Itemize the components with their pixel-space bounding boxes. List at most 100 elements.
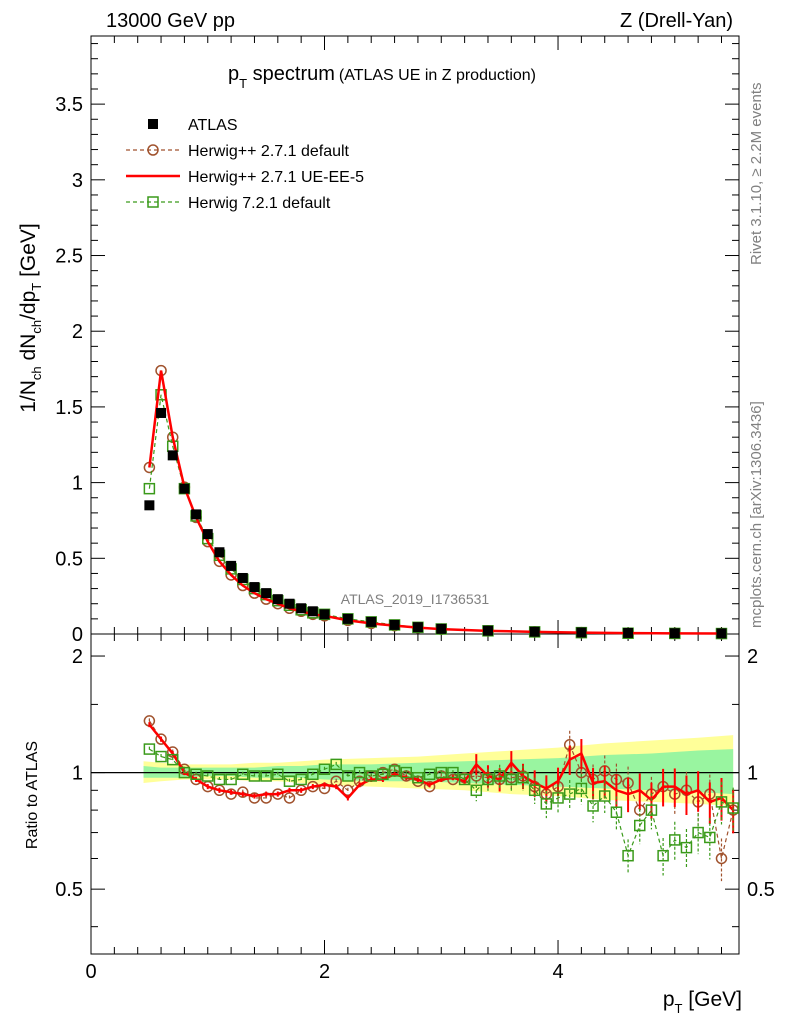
main-data-point bbox=[366, 616, 377, 627]
title-main: p bbox=[228, 63, 239, 85]
ratio-data-point bbox=[318, 763, 331, 776]
ratio-data-point bbox=[400, 766, 412, 779]
main-ytick-label: 3 bbox=[72, 170, 83, 192]
main-data-point bbox=[143, 482, 156, 495]
plot-title: pT spectrum (ATLAS UE in Z production) bbox=[228, 63, 536, 91]
ratio-data-point bbox=[272, 768, 284, 781]
ratio-data-point bbox=[213, 773, 226, 786]
ratio-data-point bbox=[610, 806, 623, 818]
legend: ATLAS Herwig++ 2.7.1 default Herwig++ 2.7.… bbox=[126, 117, 364, 212]
main-data-point bbox=[167, 450, 178, 461]
ratio-ytick-label-right: 1 bbox=[747, 763, 758, 785]
main-ytick-label: 3.5 bbox=[55, 94, 83, 116]
analysis-watermark: ATLAS_2019_I1736531 bbox=[341, 591, 490, 607]
ratio-data-point bbox=[166, 746, 179, 758]
ratio-data-point bbox=[155, 733, 167, 745]
ratio-xtick-label: 2 bbox=[319, 961, 330, 983]
legend-label: ATLAS bbox=[188, 117, 238, 134]
ratio-data-point bbox=[353, 766, 366, 779]
main-data-point bbox=[412, 622, 423, 633]
ratio-data-point bbox=[540, 798, 553, 810]
ratio-data-point bbox=[435, 766, 448, 779]
ratio-data-point bbox=[283, 775, 296, 787]
main-data-point bbox=[436, 623, 447, 634]
ratio-data-layer bbox=[143, 715, 739, 882]
main-ytick-label: 1.5 bbox=[55, 397, 83, 419]
ratio-axis-ticks: 0.5 0.5 1 1 2 2 0 2 4 bbox=[55, 634, 775, 983]
main-data-point bbox=[237, 572, 248, 583]
main-ytick-label: 0.5 bbox=[55, 548, 83, 570]
ratio-data-point bbox=[178, 766, 191, 779]
ratio-data-point bbox=[295, 773, 307, 786]
ratio-data-point bbox=[190, 768, 202, 781]
main-data-point bbox=[272, 594, 283, 605]
ratio-data-point bbox=[692, 826, 704, 839]
ratio-data-point bbox=[342, 770, 354, 782]
ratio-ytick-label: 1 bbox=[72, 763, 83, 785]
main-data-point bbox=[284, 598, 295, 609]
ratio-data-point bbox=[447, 766, 459, 779]
ratio-data-point bbox=[715, 852, 728, 865]
y-axis-label-main: 1/Nch dNch/dpT [GeV] bbox=[17, 223, 44, 413]
ratio-data-point bbox=[377, 768, 389, 781]
ratio-data-point bbox=[202, 770, 214, 782]
header-right: Z (Drell-Yan) bbox=[620, 10, 733, 32]
main-data-point bbox=[214, 547, 225, 558]
main-data-point bbox=[144, 500, 155, 511]
main-data-point bbox=[202, 529, 213, 540]
ratio-data-point bbox=[575, 782, 588, 795]
title-main-rest: spectrum bbox=[247, 63, 335, 85]
main-data-point bbox=[296, 603, 307, 614]
ratio-data-point bbox=[225, 773, 237, 786]
main-data-point bbox=[342, 613, 353, 624]
ratio-data-point bbox=[237, 768, 249, 781]
ratio-data-point bbox=[704, 831, 716, 844]
mcplots-label: mcplots.cern.ch [arXiv:1306.3436] bbox=[748, 401, 765, 628]
main-ytick-label: 2 bbox=[72, 321, 83, 343]
main-data-point bbox=[249, 582, 260, 593]
ratio-data-point bbox=[470, 784, 483, 797]
ratio-data-point bbox=[342, 784, 354, 797]
ratio-data-point bbox=[307, 768, 319, 781]
ratio-data-point bbox=[412, 771, 424, 784]
legend-label: Herwig++ 2.7.1 UE-EE-5 bbox=[188, 169, 364, 186]
main-data-point bbox=[191, 509, 202, 520]
ratio-data-point bbox=[528, 784, 541, 797]
ratio-data-point bbox=[715, 796, 728, 808]
legend-marker bbox=[148, 119, 158, 129]
ratio-data-point bbox=[680, 841, 693, 854]
ratio-uncertainty-bands bbox=[91, 735, 739, 806]
main-data-point bbox=[716, 628, 727, 639]
ratio-ytick-label-right: 0.5 bbox=[747, 879, 775, 901]
legend-label: Herwig 7.2.1 default bbox=[188, 195, 331, 212]
ratio-data-point bbox=[563, 788, 576, 800]
ratio-data-point bbox=[330, 758, 342, 771]
legend-label: Herwig++ 2.7.1 default bbox=[188, 143, 350, 160]
ratio-data-point bbox=[552, 792, 564, 804]
legend-marker bbox=[147, 144, 159, 156]
ratio-data-point bbox=[622, 849, 634, 862]
ratio-data-point bbox=[423, 768, 436, 781]
ratio-data-point bbox=[283, 792, 296, 804]
main-data-point bbox=[482, 625, 493, 636]
main-data-point bbox=[669, 628, 680, 639]
ratio-data-point bbox=[598, 790, 611, 802]
main-data-point bbox=[623, 627, 634, 638]
title-small: (ATLAS UE in Z production) bbox=[339, 67, 536, 84]
main-data-point bbox=[529, 626, 540, 637]
rivet-version-label: Rivet 3.1.10, ≥ 2.2M events bbox=[748, 83, 765, 266]
ratio-data-point bbox=[260, 770, 272, 782]
legend-marker bbox=[147, 196, 159, 208]
ratio-ytick-label-right: 2 bbox=[747, 646, 758, 668]
main-ytick-label: 0 bbox=[72, 624, 83, 646]
main-ytick-label: 2.5 bbox=[55, 246, 83, 268]
y-axis-label-ratio: Ratio to ATLAS bbox=[24, 741, 41, 849]
ratio-series-line bbox=[149, 748, 734, 858]
ratio-data-point bbox=[248, 792, 261, 804]
ratio-data-point bbox=[657, 849, 669, 862]
main-data-point bbox=[389, 619, 400, 630]
header-left: 13000 GeV pp bbox=[106, 10, 235, 32]
ratio-data-point bbox=[155, 750, 167, 763]
ratio-data-point bbox=[423, 780, 436, 793]
